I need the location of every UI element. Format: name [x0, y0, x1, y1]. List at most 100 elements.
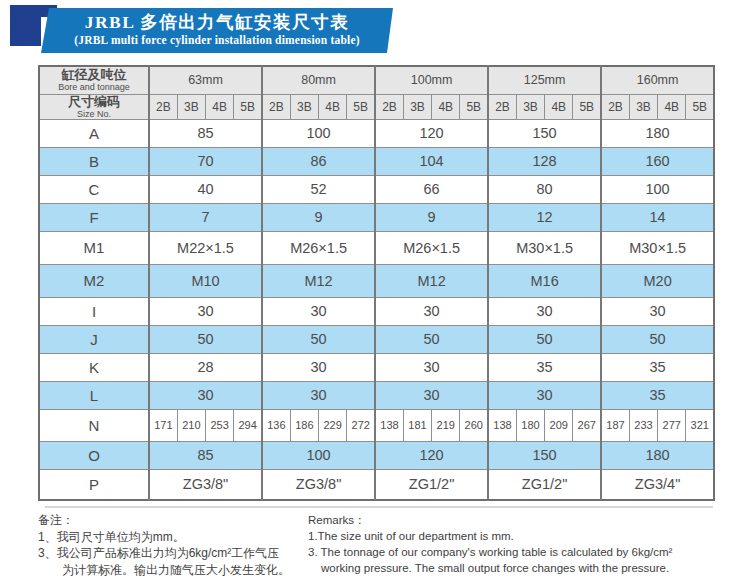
value-cell: ZG3/8": [262, 469, 375, 500]
value-cell: 52: [262, 175, 375, 203]
subcol-header: 5B: [460, 94, 488, 119]
value-cell: 50: [601, 325, 714, 353]
table-row: M1M22×1.5M26×1.5M26×1.5M30×1.5M30×1.5: [39, 231, 714, 264]
notes-heading-zh: 备注：: [38, 512, 290, 529]
note-line: 3. The tonnage of our company's working …: [308, 544, 738, 560]
value-cell: 50: [262, 325, 375, 353]
value-cell: 7: [149, 203, 262, 231]
value-cell: 150: [488, 441, 601, 469]
table-shadow-line: [45, 506, 713, 508]
subcol-header: 2B: [375, 94, 403, 119]
value-cell: 30: [488, 381, 601, 409]
size-no-label-en: Size No.: [40, 109, 148, 119]
subcol-header: 4B: [206, 94, 234, 119]
value-cell: 28: [149, 353, 262, 381]
value-cell: 66: [375, 175, 488, 203]
corner-cell: 缸径及吨位Bore and tonnage: [39, 66, 149, 94]
value-cell: 180: [601, 119, 714, 147]
value-cell: 85: [149, 119, 262, 147]
value-cell: 104: [375, 147, 488, 175]
bore-header: 125mm: [488, 66, 601, 94]
bore-header: 63mm: [149, 66, 262, 94]
header-row-sizeno: 尺寸编码Size No.2B3B4B5B2B3B4B5B2B3B4B5B2B3B…: [39, 94, 714, 119]
value-cell: 219: [432, 409, 460, 441]
value-cell: 30: [375, 353, 488, 381]
subcol-header: 5B: [573, 94, 601, 119]
value-cell: 150: [488, 119, 601, 147]
row-label: A: [39, 119, 149, 147]
value-cell: 160: [601, 147, 714, 175]
row-label: B: [39, 147, 149, 175]
note-line: 3、我公司产品标准出力均为6kg/cm²工作气压: [38, 545, 290, 562]
value-cell: 272: [347, 409, 375, 441]
value-cell: M30×1.5: [488, 231, 601, 264]
value-cell: 35: [488, 353, 601, 381]
table-row: J5050505050: [39, 325, 714, 353]
dimension-table: 缸径及吨位Bore and tonnage63mm80mm100mm125mm1…: [38, 65, 715, 501]
subcol-header: 3B: [516, 94, 544, 119]
value-cell: 180: [516, 409, 544, 441]
subcol-header: 5B: [686, 94, 714, 119]
value-cell: 209: [545, 409, 573, 441]
row-label: M1: [39, 231, 149, 264]
value-cell: 138: [375, 409, 403, 441]
row-label: N: [39, 409, 149, 441]
subcol-header: 3B: [629, 94, 657, 119]
value-cell: 30: [375, 381, 488, 409]
value-cell: 30: [262, 297, 375, 325]
row-label: L: [39, 381, 149, 409]
value-cell: 9: [375, 203, 488, 231]
notes-chinese: 备注： 1、我司尺寸单位均为mm。3、我公司产品标准出力均为6kg/cm²工作气…: [38, 512, 290, 578]
value-cell: 277: [658, 409, 686, 441]
value-cell: ZG1/2": [375, 469, 488, 500]
value-cell: 136: [262, 409, 290, 441]
value-cell: 171: [149, 409, 177, 441]
subcol-header: 3B: [290, 94, 318, 119]
value-cell: M22×1.5: [149, 231, 262, 264]
subcol-header: 2B: [149, 94, 177, 119]
value-cell: M12: [262, 264, 375, 297]
value-cell: 210: [177, 409, 205, 441]
subcol-header: 4B: [432, 94, 460, 119]
table-row: L3030303035: [39, 381, 714, 409]
subcol-header: 4B: [545, 94, 573, 119]
value-cell: M26×1.5: [375, 231, 488, 264]
table-row: K2830303535: [39, 353, 714, 381]
note-line: 1.The size unit of our department is mm.: [308, 528, 738, 544]
value-cell: ZG3/8": [149, 469, 262, 500]
table-row: N171210253294136186229272138181219260138…: [39, 409, 714, 441]
subcol-header: 2B: [488, 94, 516, 119]
subcol-header: 3B: [403, 94, 431, 119]
value-cell: 294: [234, 409, 262, 441]
value-cell: 80: [488, 175, 601, 203]
value-cell: 100: [262, 119, 375, 147]
value-cell: 86: [262, 147, 375, 175]
value-cell: M26×1.5: [262, 231, 375, 264]
value-cell: 40: [149, 175, 262, 203]
table-row: B7086104128160: [39, 147, 714, 175]
row-label: F: [39, 203, 149, 231]
value-cell: 233: [629, 409, 657, 441]
subcol-header: 3B: [177, 94, 205, 119]
table-row: M2M10M12M12M16M20: [39, 264, 714, 297]
value-cell: 229: [319, 409, 347, 441]
value-cell: 30: [149, 381, 262, 409]
corner-label-en: Bore and tonnage: [40, 82, 148, 92]
value-cell: 30: [375, 297, 488, 325]
note-line: working pressure. The small output force…: [308, 560, 738, 576]
subcol-header: 2B: [601, 94, 629, 119]
notes-heading-en: Remarks：: [308, 512, 738, 528]
bore-header: 100mm: [375, 66, 488, 94]
value-cell: 186: [290, 409, 318, 441]
value-cell: 12: [488, 203, 601, 231]
value-cell: M12: [375, 264, 488, 297]
value-cell: 180: [601, 441, 714, 469]
bore-header: 160mm: [601, 66, 714, 94]
size-no-label-zh: 尺寸编码: [40, 95, 148, 109]
page-title-banner: JRBL 多倍出力气缸安装尺寸表 (JRBL multi force cylin…: [41, 8, 393, 53]
table-body: A85100120150180B7086104128160C4052668010…: [39, 119, 714, 500]
page-title-en: (JRBL multi force cylinder installation …: [41, 33, 393, 47]
page-title-zh: JRBL 多倍出力气缸安装尺寸表: [41, 11, 393, 33]
value-cell: 70: [149, 147, 262, 175]
value-cell: 30: [262, 353, 375, 381]
